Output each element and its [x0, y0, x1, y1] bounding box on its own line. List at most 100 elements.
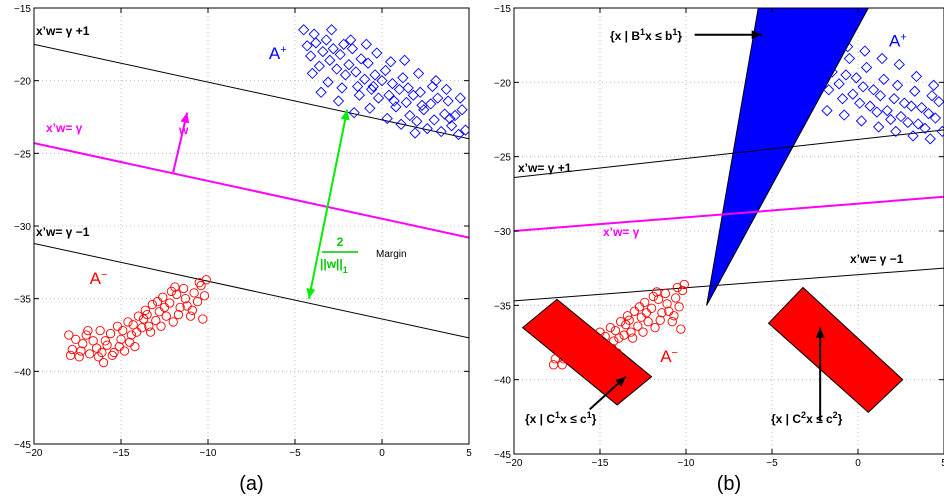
data-point-diamond	[910, 70, 923, 83]
data-point-circle	[97, 347, 107, 358]
y-tick-label: −35	[494, 301, 511, 312]
data-point-circle	[125, 337, 135, 347]
data-point-circle	[610, 325, 621, 336]
x-tick-label: −5	[289, 448, 301, 459]
data-point-diamond	[339, 69, 352, 81]
data-point-diamond	[306, 67, 319, 80]
data-point-diamond	[325, 24, 338, 36]
data-point-circle	[554, 343, 564, 354]
x-tick-label: 0	[855, 458, 861, 469]
data-point-circle	[677, 285, 688, 296]
data-point-circle	[641, 308, 652, 318]
data-point-diamond	[823, 84, 835, 96]
data-point-circle	[185, 311, 196, 321]
data-point-circle	[660, 288, 671, 299]
data-point-diamond	[807, 39, 819, 51]
plane-line-0	[514, 129, 944, 178]
pointer-arrow-2-head	[815, 327, 825, 338]
data-point-circle	[583, 342, 593, 352]
data-point-diamond	[360, 38, 372, 50]
data-point-circle	[85, 349, 95, 359]
data-point-diamond	[840, 69, 852, 81]
data-point-circle	[189, 288, 199, 298]
data-point-diamond	[308, 28, 320, 40]
y-tick-label: −30	[494, 227, 511, 238]
data-point-diamond	[867, 84, 880, 96]
data-point-diamond	[432, 92, 444, 104]
data-point-circle	[598, 340, 609, 351]
y-tick-label: −40	[14, 367, 31, 378]
data-point-diamond	[369, 69, 381, 81]
data-point-diamond	[301, 40, 313, 52]
x-tick-label: −10	[200, 448, 217, 459]
data-point-circle	[170, 282, 180, 292]
data-point-circle	[123, 317, 133, 327]
data-point-diamond	[898, 97, 911, 109]
data-point-circle	[624, 315, 634, 325]
data-point-circle	[158, 292, 168, 302]
panel-b: −20 −15 −10 −5 0 5 −45 −40 −35 −30 −25 −20 −15 (b) x’w…	[494, 4, 944, 495]
data-point-diamond	[888, 93, 900, 105]
data-point-diamond	[876, 52, 888, 65]
y-tick-label: −25	[494, 153, 511, 164]
data-point-diamond	[332, 95, 345, 107]
data-point-circle	[579, 354, 590, 364]
data-point-circle	[152, 296, 163, 307]
plane-line-1	[514, 195, 944, 232]
c2-set-label: {x | C2x ≤ c2}	[771, 410, 843, 426]
data-point-diamond	[833, 78, 845, 90]
line-label-lower: x’w= γ −1	[36, 225, 90, 239]
data-point-diamond	[802, 49, 814, 62]
data-point-circle	[156, 321, 166, 331]
data-point-diamond	[371, 47, 383, 59]
data-point-circle	[597, 348, 607, 358]
data-point-circle	[605, 322, 615, 333]
data-point-diamond	[317, 45, 329, 58]
data-point-circle	[130, 341, 140, 352]
data-point-circle	[175, 302, 185, 313]
data-point-circle	[133, 311, 144, 321]
w-arrow-shaft	[172, 112, 189, 173]
data-point-circle	[557, 360, 567, 370]
data-point-diamond	[426, 80, 439, 93]
data-point-diamond	[416, 99, 428, 112]
x-tick-label: 5	[941, 458, 944, 469]
data-point-diamond	[381, 112, 393, 125]
data-point-circle	[109, 347, 119, 358]
data-point-diamond	[445, 120, 458, 132]
data-point-diamond	[364, 102, 376, 114]
data-point-circle	[640, 297, 650, 308]
data-point-circle	[564, 336, 574, 346]
data-point-diamond	[885, 113, 897, 126]
data-point-circle	[674, 302, 684, 312]
data-point-circle	[600, 331, 610, 342]
data-point-circle	[655, 315, 665, 325]
data-point-circle	[574, 352, 585, 363]
data-point-circle	[114, 341, 124, 352]
data-point-diamond	[788, 73, 800, 85]
data-point-diamond	[860, 61, 873, 74]
data-point-diamond	[836, 93, 849, 105]
b1-set-label: {x | B1x ≤ b1}	[610, 27, 682, 43]
data-point-circle	[667, 317, 677, 327]
data-point-diamond	[821, 104, 833, 117]
data-point-diamond	[395, 118, 407, 130]
data-point-circle	[81, 330, 91, 340]
data-point-diamond	[409, 127, 421, 139]
plane-line-1	[34, 142, 469, 239]
data-point-diamond	[757, 38, 770, 50]
data-point-diamond	[435, 125, 447, 138]
data-point-circle	[622, 311, 633, 321]
data-point-diamond	[805, 79, 818, 91]
panel-caption: (a)	[239, 473, 263, 495]
line-label-middle: x’w= γ	[603, 225, 640, 239]
data-point-diamond	[456, 104, 468, 116]
data-point-diamond	[902, 116, 914, 129]
y-tick-label: −20	[494, 78, 511, 89]
y-tick-label: −30	[14, 222, 31, 233]
data-point-diamond	[873, 121, 885, 133]
data-point-diamond	[444, 112, 456, 125]
data-point-diamond	[819, 54, 831, 66]
plot-area	[514, 8, 944, 454]
data-point-diamond	[824, 38, 837, 50]
